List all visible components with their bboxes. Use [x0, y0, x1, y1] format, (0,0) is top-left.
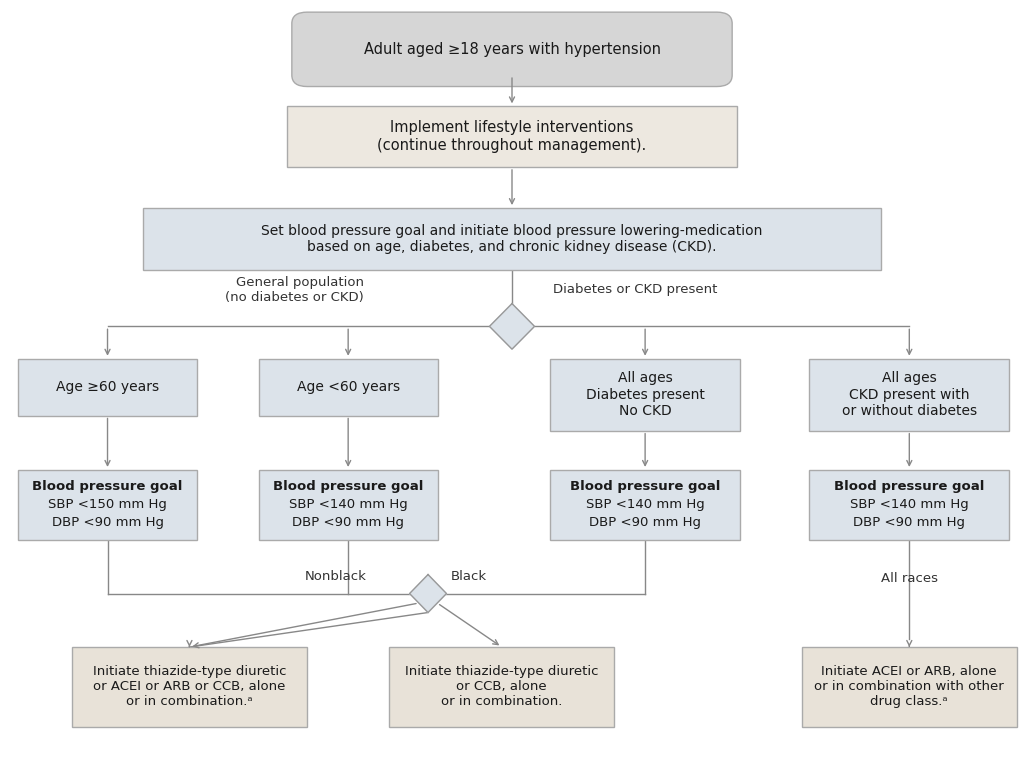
FancyBboxPatch shape	[389, 647, 614, 727]
Text: All ages
CKD present with
or without diabetes: All ages CKD present with or without dia…	[842, 371, 977, 418]
Text: Adult aged ≥18 years with hypertension: Adult aged ≥18 years with hypertension	[364, 42, 660, 57]
FancyBboxPatch shape	[292, 12, 732, 87]
FancyBboxPatch shape	[143, 208, 881, 270]
Text: SBP <140 mm Hg: SBP <140 mm Hg	[586, 498, 705, 512]
Text: Nonblack: Nonblack	[305, 570, 367, 584]
FancyBboxPatch shape	[72, 647, 307, 727]
FancyBboxPatch shape	[18, 470, 197, 540]
Text: DBP <90 mm Hg: DBP <90 mm Hg	[853, 516, 966, 530]
FancyBboxPatch shape	[802, 647, 1017, 727]
Text: Set blood pressure goal and initiate blood pressure lowering-medication
based on: Set blood pressure goal and initiate blo…	[261, 224, 763, 254]
Text: Diabetes or CKD present: Diabetes or CKD present	[553, 283, 718, 297]
Text: Blood pressure goal: Blood pressure goal	[33, 480, 182, 493]
FancyBboxPatch shape	[259, 358, 438, 416]
Text: Blood pressure goal: Blood pressure goal	[273, 480, 423, 493]
Text: SBP <140 mm Hg: SBP <140 mm Hg	[289, 498, 408, 512]
Text: Black: Black	[451, 570, 486, 584]
FancyBboxPatch shape	[809, 358, 1010, 431]
Text: DBP <90 mm Hg: DBP <90 mm Hg	[589, 516, 701, 530]
FancyBboxPatch shape	[809, 470, 1010, 540]
Text: All races: All races	[881, 572, 938, 585]
Text: Age ≥60 years: Age ≥60 years	[56, 380, 159, 394]
FancyBboxPatch shape	[551, 470, 739, 540]
Polygon shape	[410, 575, 446, 613]
Text: Initiate ACEI or ARB, alone
or in combination with other
drug class.ᵃ: Initiate ACEI or ARB, alone or in combin…	[814, 666, 1005, 708]
Text: SBP <150 mm Hg: SBP <150 mm Hg	[48, 498, 167, 512]
Text: Blood pressure goal: Blood pressure goal	[570, 480, 720, 493]
Text: SBP <140 mm Hg: SBP <140 mm Hg	[850, 498, 969, 512]
FancyBboxPatch shape	[259, 470, 438, 540]
FancyBboxPatch shape	[551, 358, 739, 431]
Text: General population
(no diabetes or CKD): General population (no diabetes or CKD)	[225, 276, 364, 304]
FancyBboxPatch shape	[18, 358, 197, 416]
Text: DBP <90 mm Hg: DBP <90 mm Hg	[292, 516, 404, 530]
Text: Implement lifestyle interventions
(continue throughout management).: Implement lifestyle interventions (conti…	[378, 121, 646, 153]
FancyBboxPatch shape	[287, 106, 737, 167]
Text: DBP <90 mm Hg: DBP <90 mm Hg	[51, 516, 164, 530]
Text: All ages
Diabetes present
No CKD: All ages Diabetes present No CKD	[586, 371, 705, 418]
Text: Age <60 years: Age <60 years	[297, 380, 399, 394]
Text: Initiate thiazide-type diuretic
or ACEI or ARB or CCB, alone
or in combination.ᵃ: Initiate thiazide-type diuretic or ACEI …	[93, 666, 286, 708]
Text: Blood pressure goal: Blood pressure goal	[835, 480, 984, 493]
Polygon shape	[489, 304, 535, 349]
Text: Initiate thiazide-type diuretic
or CCB, alone
or in combination.: Initiate thiazide-type diuretic or CCB, …	[406, 666, 598, 708]
